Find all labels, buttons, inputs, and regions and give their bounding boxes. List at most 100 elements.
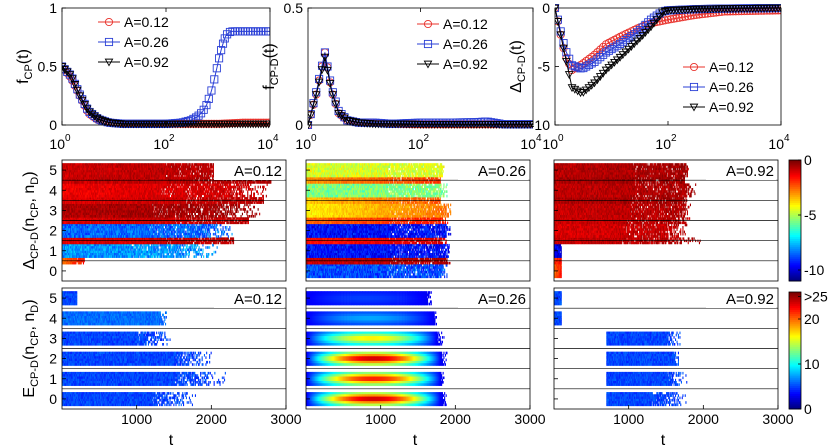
heat-cell-mid-left-2-1-510 — [100, 246, 102, 249]
heat-cell-mid-left-2-1-760 — [118, 246, 120, 249]
heat-cell-mid-left-6-2-1480 — [172, 208, 174, 211]
heat-cell-mid-left-4-4-1050 — [140, 232, 142, 236]
heat-cell-mid-left-2-1-140 — [72, 246, 74, 249]
heat-cell-mid-left-4-4-0 — [62, 232, 64, 236]
heat-cell-mid-left-4-1-1620 — [183, 226, 185, 229]
heat-cell-mid-left-2-4-1030 — [138, 253, 140, 256]
heat-cell-mid-left-1-2-230 — [79, 261, 81, 265]
heat-cell-mid-left-4-2-920 — [130, 228, 132, 231]
heat-cell-mid-left-2-1-580 — [105, 246, 107, 249]
heat-cell-mid-left-2-5-460 — [96, 255, 98, 258]
heat-cell-mid-left-3-0-1870 — [201, 237, 203, 240]
heat-cell-mid-left-2-2-840 — [124, 248, 126, 252]
heat-cell-mid-left-6-0-20 — [63, 203, 65, 207]
heat-cell-mid-left-4-2-880 — [127, 228, 129, 231]
heat-cell-mid-left-4-4-1700 — [188, 232, 190, 236]
heat-cell-mid-left-6-0-890 — [128, 203, 130, 207]
heat-cell-mid-left-4-3-1590 — [180, 230, 182, 234]
heat-cell-mid-left-3-2-2210 — [227, 241, 229, 245]
heat-cell-mid-left-5-0-2480 — [247, 217, 249, 220]
heat-cell-mid-left-2-1-340 — [87, 246, 89, 249]
legend-marker-top-middle-0 — [423, 19, 433, 29]
heat-cell-mid-left-3-2-60 — [66, 241, 68, 245]
heat-cell-mid-left-2-4-760 — [118, 253, 120, 256]
heat-cell-mid-left-4-4-1910 — [204, 232, 206, 236]
heat-cell-mid-left-2-3-470 — [97, 250, 99, 254]
heat-cell-mid-left-5-2-1040 — [139, 221, 141, 225]
heat-cell-mid-left-4-1-720 — [115, 226, 117, 229]
heat-cell-mid-left-4-3-1960 — [208, 230, 210, 234]
heat-cell-mid-left-2-5-970 — [134, 255, 136, 258]
heat-cell-mid-left-2-0-1120 — [145, 243, 147, 247]
heat-cell-mid-left-6-1-2050 — [215, 205, 217, 209]
heat-cell-mid-left-4-0-1930 — [206, 223, 208, 227]
heat-cell-mid-left-2-4-1930 — [206, 253, 208, 256]
heat-cell-mid-left-2-5-0 — [62, 255, 64, 258]
heat-cell-mid-left-6-2-1540 — [177, 208, 179, 211]
heat-cell-mid-left-5-2-1960 — [208, 221, 210, 225]
heat-cell-mid-left-4-0-1710 — [189, 223, 191, 227]
heat-cell-mid-left-4-2-1780 — [194, 228, 196, 231]
heat-cell-mid-left-5-0-2390 — [240, 217, 242, 220]
heat-cell-mid-left-4-3-1910 — [204, 230, 206, 234]
heat-cell-mid-left-5-2-540 — [102, 221, 104, 225]
heat-cell-mid-left-2-2-850 — [125, 248, 127, 252]
heat-cell-mid-left-1-0-100 — [69, 257, 71, 261]
heat-cell-mid-left-4-2-720 — [115, 228, 117, 231]
heat-cell-mid-left-5-2-580 — [105, 221, 107, 225]
heat-cell-mid-left-4-0-1490 — [173, 223, 175, 227]
heat-cell-mid-left-2-3-910 — [129, 250, 131, 254]
heat-cell-mid-left-5-0-1720 — [190, 217, 192, 220]
heat-cell-mid-left-6-0-2010 — [212, 203, 214, 207]
heat-cell-mid-left-2-2-210 — [77, 248, 79, 252]
heat-cell-mid-left-3-0-440 — [94, 237, 96, 240]
heat-cell-mid-left-4-3-1570 — [179, 230, 181, 234]
heat-cell-mid-left-2-3-320 — [85, 250, 87, 254]
heat-cell-mid-left-2-4-1610 — [182, 253, 184, 256]
heat-cell-mid-left-6-1-2330 — [236, 205, 238, 209]
heat-cell-mid-left-4-1-1280 — [157, 226, 159, 229]
heat-cell-mid-left-2-5-400 — [91, 255, 93, 258]
heat-cell-mid-left-2-0-150 — [73, 243, 75, 247]
heat-cell-mid-left-6-2-990 — [135, 208, 137, 211]
heat-cell-mid-left-2-4-1580 — [180, 253, 182, 256]
heat-cell-mid-left-4-0-350 — [88, 223, 90, 227]
heat-cell-mid-left-3-2-170 — [74, 241, 76, 245]
heat-cell-mid-left-2-1-410 — [92, 246, 94, 249]
heat-cell-mid-left-4-5-260 — [81, 235, 83, 238]
heat-cell-mid-left-4-0-800 — [121, 223, 123, 227]
heat-cell-mid-left-2-4-400 — [91, 253, 93, 256]
heat-cell-mid-left-3-0-1750 — [192, 237, 194, 240]
heat-cell-mid-left-6-1-1570 — [179, 205, 181, 209]
heat-cell-mid-left-2-2-470 — [97, 248, 99, 252]
heat-cell-mid-left-4-3-1720 — [190, 230, 192, 234]
data-point-top-right-2-6 — [559, 44, 568, 53]
heat-cell-mid-left-3-0-1490 — [173, 237, 175, 240]
heat-cell-mid-left-4-5-360 — [88, 235, 90, 238]
heat-cell-mid-left-2-5-1770 — [194, 255, 196, 258]
heat-cell-mid-left-4-1-980 — [135, 226, 137, 229]
heat-cell-mid-left-3-0-1350 — [162, 237, 164, 240]
heat-cell-mid-left-6-1-1580 — [180, 205, 182, 209]
heat-cell-mid-left-5-2-2220 — [227, 221, 229, 225]
heat-cell-mid-left-4-4-840 — [124, 232, 126, 236]
xtick-label-top-left-1: 102 — [153, 133, 175, 152]
heat-cell-mid-left-6-1-100 — [69, 205, 71, 209]
heat-cell-mid-left-2-1-830 — [124, 246, 126, 249]
heat-cell-mid-left-3-0-1990 — [210, 237, 212, 240]
heat-cell-mid-left-3-0-1340 — [162, 237, 164, 240]
heat-cell-mid-left-4-3-810 — [122, 230, 124, 234]
heat-cell-mid-left-2-2-320 — [85, 248, 87, 252]
heat-cell-mid-left-6-2-370 — [89, 208, 91, 211]
heat-cell-mid-left-2-0-770 — [119, 243, 121, 247]
heat-cell-mid-left-6-1-2100 — [218, 205, 220, 209]
heat-cell-mid-left-4-3-1510 — [174, 230, 176, 234]
heat-cell-mid-left-4-4-1260 — [156, 232, 158, 236]
heat-cell-mid-left-4-3-1140 — [147, 230, 149, 234]
heat-cell-mid-left-2-4-1140 — [147, 253, 149, 256]
heat-cell-mid-left-5-2-1050 — [140, 221, 142, 225]
heat-cell-mid-left-4-1-1390 — [165, 226, 167, 229]
heat-cell-mid-left-4-4-440 — [94, 232, 96, 236]
data-point-top-left-1-128 — [220, 34, 229, 43]
heat-cell-mid-left-5-0-1550 — [177, 217, 179, 220]
